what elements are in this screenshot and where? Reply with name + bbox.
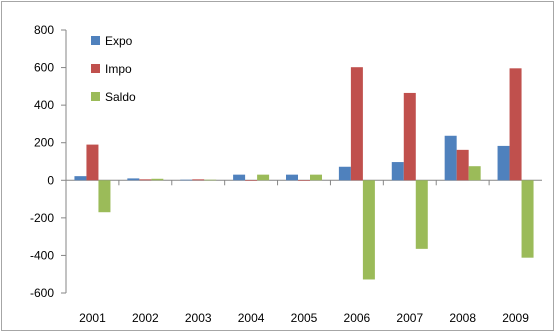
legend-label-expo: Expo [105,34,133,48]
bar-expo-2007 [391,162,404,181]
legend: Expo Impo Saldo [91,34,136,104]
bar-expo-2005 [286,174,298,181]
bar-saldo-2002 [151,178,164,181]
legend-swatch-expo [91,36,100,45]
bar-saldo-2005 [310,174,322,181]
tick-labels: -600 -400 -200 0 200 400 600 800 2001 2002 2003 200… [30,23,529,325]
bar-saldo-2007 [415,180,428,249]
bar-impo-2007 [403,92,416,181]
legend-swatch-impo [91,64,100,73]
bar-impo-2003 [192,179,205,181]
y-tick-label: 600 [34,61,54,75]
x-tick-label: 2006 [344,311,371,325]
bar-saldo-2003 [204,179,217,181]
x-tick-label: 2008 [449,311,476,325]
x-tick-label: 2009 [502,311,529,325]
legend-label-impo: Impo [105,62,132,76]
y-tick-label: -200 [30,211,54,225]
x-tick-label: 2003 [185,311,212,325]
y-axis [61,29,67,294]
y-tick-label: 800 [34,23,54,37]
bar-saldo-2004 [257,174,270,181]
bar-saldo-2001 [98,180,111,213]
bar-saldo-2008 [468,166,481,181]
bar-impo-2006 [350,67,363,181]
bars [74,67,534,280]
x-tick-label: 2007 [396,311,423,325]
bar-expo-2003 [180,179,193,181]
bar-impo-2008 [456,149,469,181]
bar-saldo-2009 [521,180,534,258]
y-tick-label: -600 [30,286,54,300]
y-tick-label: 200 [34,136,54,150]
x-tick-label: 2001 [79,311,106,325]
x-tick-label: 2004 [238,311,265,325]
x-tick-label: 2002 [132,311,159,325]
x-tick-label: 2005 [291,311,318,325]
bar-expo-2004 [233,174,246,181]
bar-expo-2002 [127,178,140,181]
bar-expo-2008 [444,135,457,181]
bar-impo-2002 [139,179,152,181]
bar-impo-2005 [298,180,310,181]
legend-swatch-saldo [91,92,100,101]
bar-impo-2009 [509,68,522,181]
y-tick-label: 400 [34,98,54,112]
y-tick-label: 0 [47,173,54,187]
x-axis [66,179,542,186]
bar-expo-2001 [74,176,87,181]
legend-label-saldo: Saldo [105,90,136,104]
bar-saldo-2006 [362,180,375,280]
bar-impo-2001 [86,144,99,181]
bar-expo-2009 [497,145,510,181]
y-tick-label: -400 [30,248,54,262]
bar-impo-2004 [245,180,258,181]
bar-expo-2006 [338,166,351,181]
